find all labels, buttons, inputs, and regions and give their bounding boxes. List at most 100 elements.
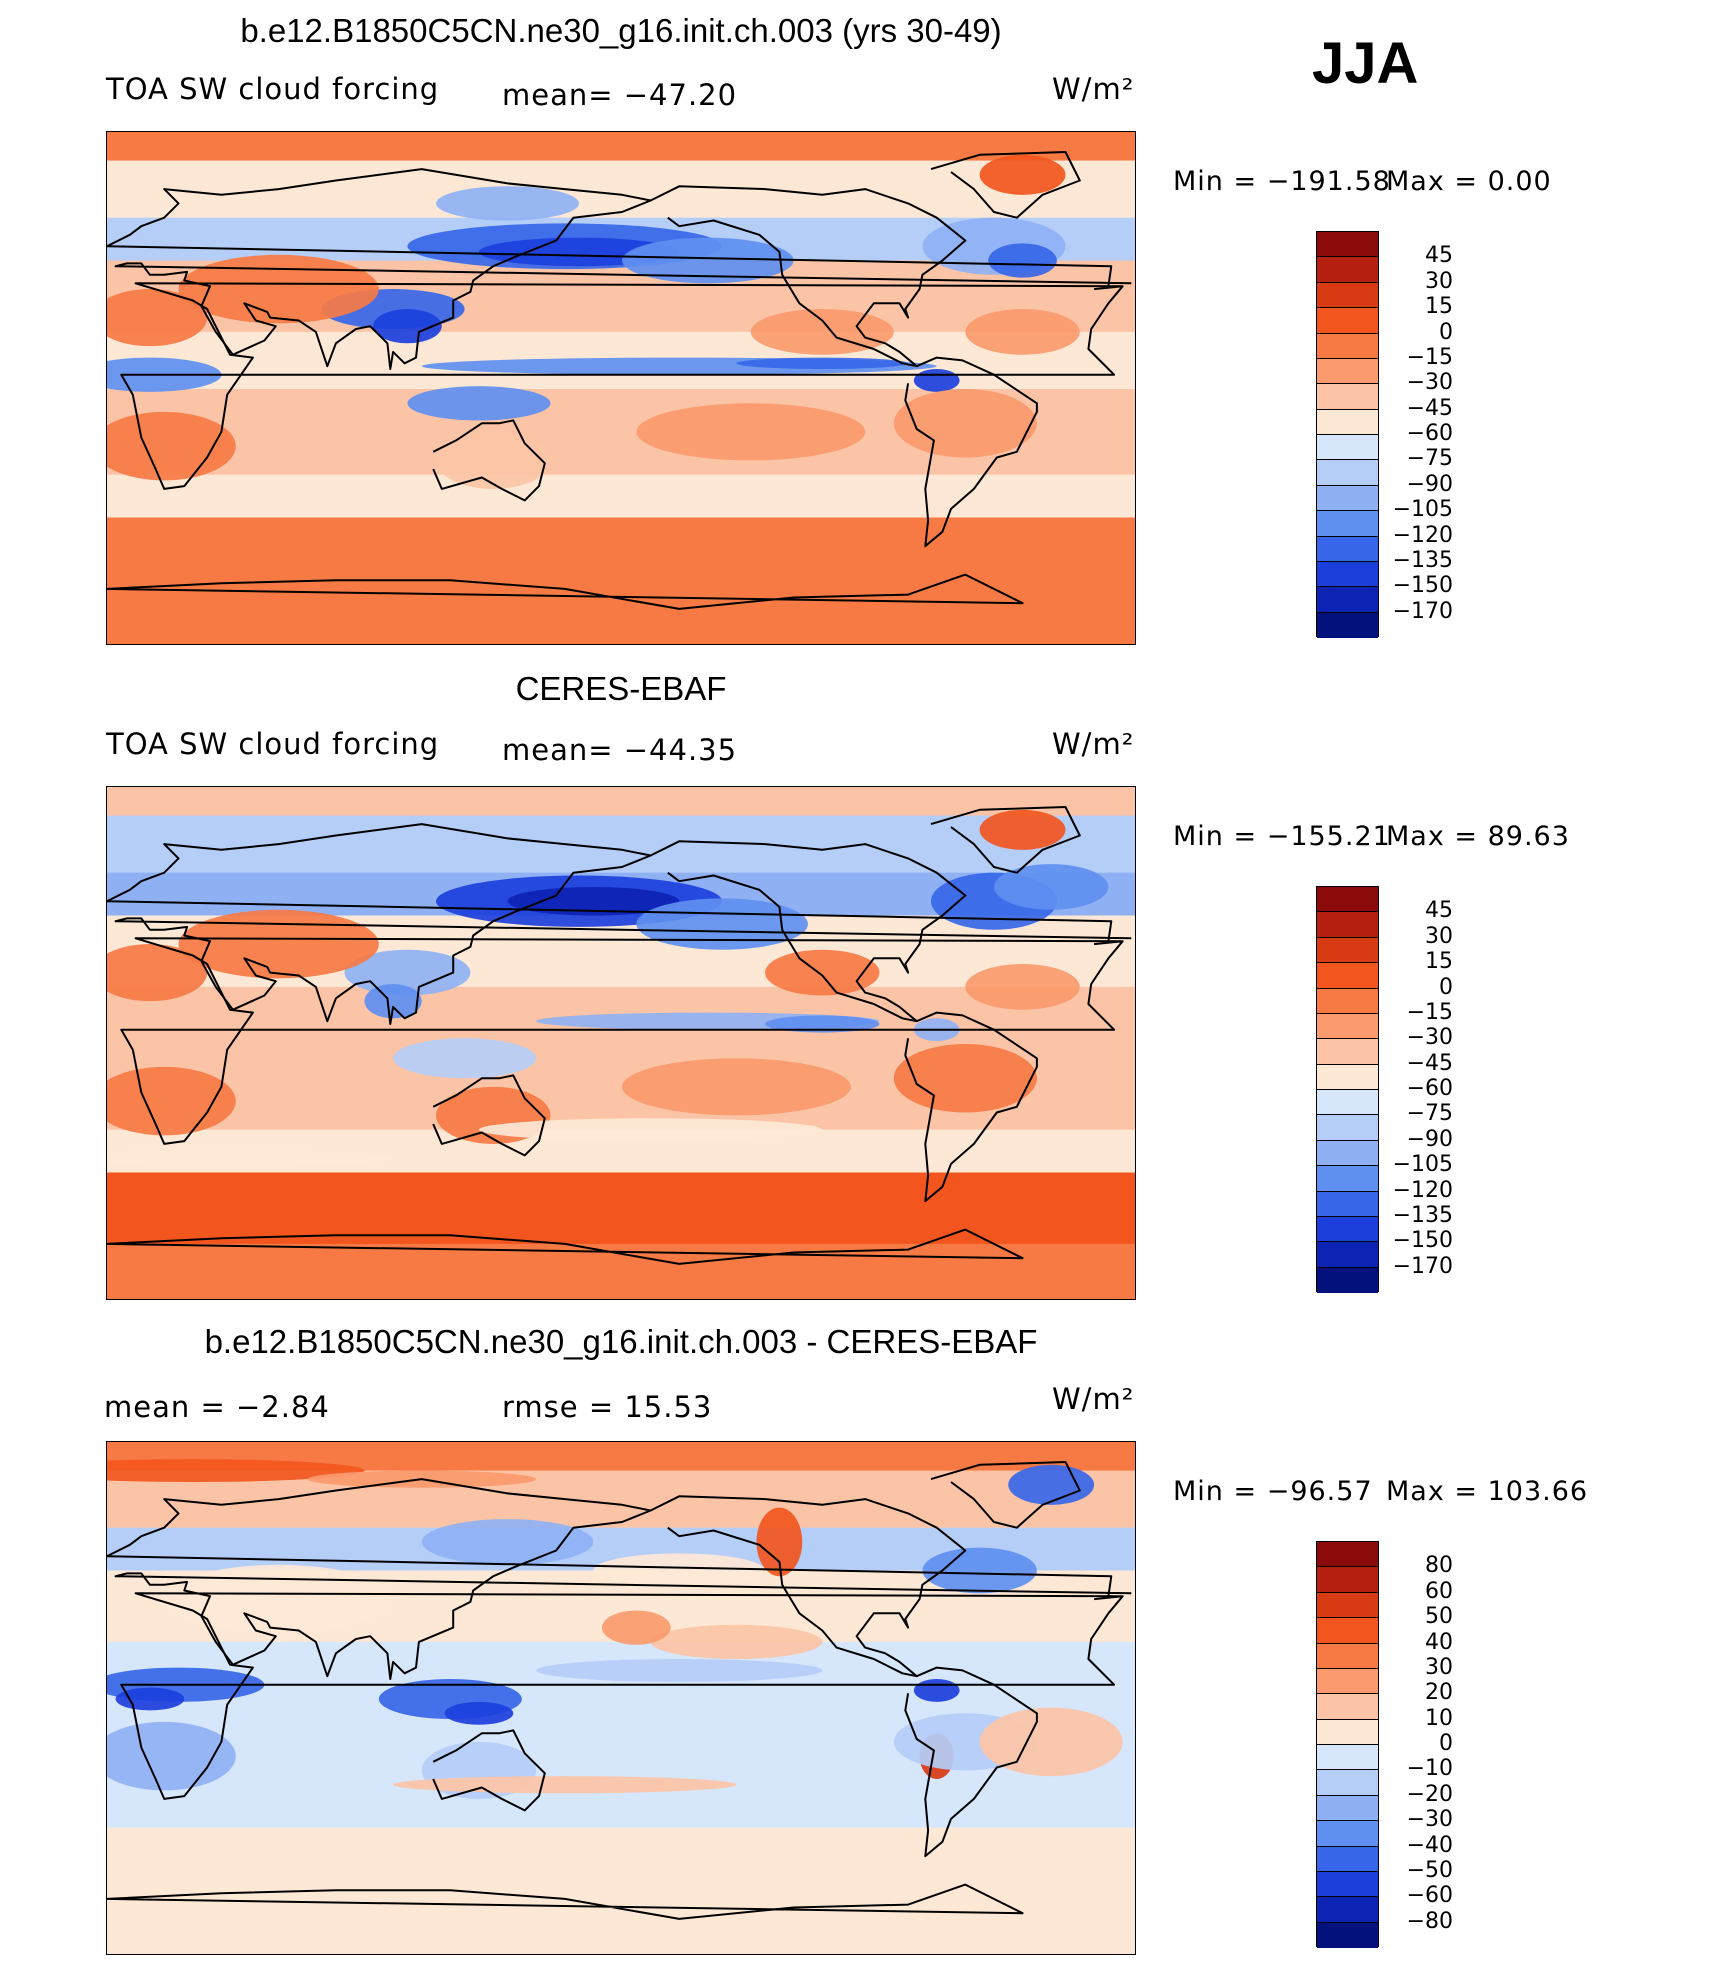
coastline	[650, 185, 967, 368]
colorbar-tick-label: 30	[1425, 923, 1453, 949]
colorbar-tick-label: −170	[1392, 1253, 1453, 1279]
colorbar-tick-label: 45	[1425, 898, 1453, 924]
colorbar-swatch	[1317, 1871, 1378, 1898]
field-bands	[107, 787, 1135, 1299]
field-anomaly-patch	[364, 984, 422, 1019]
colorbar-tick-label: −20	[1406, 1781, 1453, 1807]
colorbar-swatch	[1317, 308, 1378, 334]
colorbar-swatch	[1317, 485, 1378, 512]
panel-1-max-label: Max = 0.00	[1386, 166, 1552, 197]
colorbar-tick-label: −60	[1406, 421, 1453, 446]
colorbar-swatch	[1317, 1922, 1378, 1948]
panel-3-field-plot	[107, 1442, 1135, 1954]
colorbar-swatch	[1317, 963, 1378, 989]
field-anomaly-patch	[636, 898, 808, 950]
field-anomaly-patch	[421, 1519, 594, 1565]
latitude-band	[107, 1827, 1135, 1900]
colorbar-swatch	[1317, 1821, 1378, 1847]
colorbar-tick-label: 0	[1439, 1731, 1453, 1756]
field-anomaly-patch	[736, 357, 909, 370]
colorbar-tick-label: −105	[1392, 1152, 1453, 1178]
coastline	[930, 806, 1081, 874]
panel-3-rmse-label: rmse = 15.53	[502, 1390, 713, 1424]
coastline	[930, 151, 1081, 219]
field-anomaly-patch	[393, 1038, 537, 1079]
field-anomaly-patch	[765, 1015, 880, 1033]
field-anomaly-patch	[622, 1058, 851, 1116]
colorbar-tick-label: 40	[1425, 1629, 1453, 1655]
coastlines	[107, 151, 1132, 610]
coastline	[904, 1011, 1038, 1203]
colorbar-tick-label: −75	[1406, 1101, 1453, 1127]
field-anomaly-patch	[436, 431, 551, 489]
field-anomaly-patch	[344, 949, 471, 996]
field-anomaly-patch	[444, 1701, 514, 1725]
colorbar-swatch	[1317, 1191, 1378, 1217]
colorbar-swatch	[1317, 257, 1378, 283]
colorbar-tick-label: −30	[1406, 370, 1453, 396]
season-label: JJA	[1312, 31, 1419, 96]
colorbar-tick-label: 20	[1425, 1680, 1453, 1706]
colorbar-tick-label: −90	[1406, 1126, 1453, 1152]
field-anomaly-patch	[178, 909, 379, 979]
colorbar-tick-label: −120	[1392, 522, 1453, 548]
colorbar-tick-label: −75	[1406, 446, 1453, 472]
panel-3-map	[106, 1441, 1136, 1955]
field-anomaly-patch	[979, 809, 1066, 850]
field-anomaly-patch	[107, 1459, 365, 1482]
colorbar-swatch	[1317, 1846, 1378, 1872]
colorbar-swatch	[1317, 1166, 1378, 1192]
field-anomaly-patch	[922, 1547, 1037, 1594]
panel-2-units: W/m²	[1052, 727, 1135, 761]
field-anomaly-patch	[507, 886, 680, 916]
colorbar-tick-label: 30	[1425, 268, 1453, 294]
coastlines	[107, 806, 1132, 1265]
field-anomaly-patch	[407, 386, 551, 421]
field-anomaly-patch	[913, 1679, 960, 1702]
panel-1-field-plot	[107, 132, 1135, 644]
colorbar-tick-label: 0	[1439, 319, 1453, 345]
field-anomaly-patch	[107, 944, 208, 1002]
colorbar-tick-label: −50	[1406, 1857, 1453, 1883]
latitude-band	[107, 787, 1135, 817]
field-anomaly-patch	[601, 1610, 671, 1645]
panel-2-title: CERES-EBAF	[515, 670, 727, 707]
coastline	[930, 1461, 1081, 1529]
field-anomalies	[107, 1459, 1123, 1799]
panel-3-min-label: Min = −96.57	[1173, 1476, 1373, 1507]
colorbar-swatch	[1317, 358, 1378, 385]
panel-1-mean-label: mean= −47.20	[502, 78, 738, 112]
coastline	[432, 1729, 546, 1812]
panel-1-variable-label: TOA SW cloud forcing	[106, 72, 440, 106]
field-anomaly-patch	[965, 964, 1080, 1010]
colorbar-tick-label: 30	[1425, 1654, 1453, 1680]
colorbar-tick-label: −135	[1392, 1202, 1453, 1228]
colorbar-swatch	[1317, 937, 1378, 964]
colorbar-swatch	[1317, 988, 1378, 1014]
panel-1-title: b.e12.B1850C5CN.ne30_g16.init.ch.003 (yr…	[240, 12, 1002, 49]
panel-2-variable-label: TOA SW cloud forcing	[106, 727, 440, 761]
colorbar-swatch	[1317, 435, 1378, 461]
colorbar-tick-label: −90	[1406, 471, 1453, 497]
colorbar-swatch	[1317, 1745, 1378, 1771]
field-anomaly-patch	[178, 254, 379, 324]
colorbar-swatch	[1317, 536, 1378, 562]
field-anomaly-patch	[979, 1707, 1123, 1777]
colorbar-swatch	[1317, 1897, 1378, 1923]
colorbar-swatch	[1317, 232, 1378, 258]
coastline	[120, 282, 1124, 490]
field-anomalies	[107, 154, 1080, 489]
panel-2-max-label: Max = 89.63	[1386, 821, 1570, 852]
field-anomaly-patch	[107, 289, 208, 347]
field-anomaly-patch	[622, 237, 794, 284]
colorbar-tick-label: −60	[1406, 1076, 1453, 1101]
colorbar-tick-label: −150	[1392, 573, 1453, 599]
colorbar-swatch	[1317, 1064, 1378, 1090]
coastline	[904, 1666, 1038, 1858]
field-anomaly-patch	[756, 1507, 803, 1577]
colorbar-tick-label: −170	[1392, 598, 1453, 624]
colorbar-tick-label: −15	[1406, 344, 1453, 370]
panel-2-mean-label: mean= −44.35	[502, 733, 738, 767]
field-anomaly-patch	[893, 389, 1037, 458]
colorbar-swatch	[1317, 460, 1378, 486]
